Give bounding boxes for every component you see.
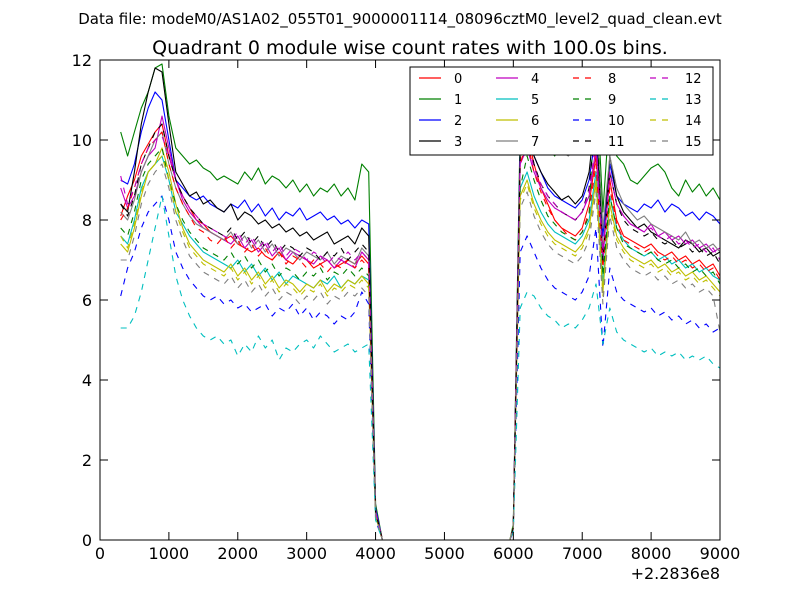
legend-label-2: 2 (454, 114, 462, 129)
series-line-10 (120, 195, 720, 540)
x-tick-label: 3000 (286, 544, 327, 563)
x-tick-label: 2000 (217, 544, 258, 563)
legend-label-12: 12 (685, 72, 702, 87)
series-line-5 (120, 155, 720, 540)
series-line-2 (120, 91, 720, 540)
series-line-12 (120, 135, 720, 540)
series-line-15 (120, 163, 720, 540)
x-tick-label: 4000 (355, 544, 396, 563)
x-offset-label: +2.2836e8 (631, 564, 720, 583)
series-line-11 (120, 115, 720, 540)
y-tick-label: 12 (72, 51, 92, 70)
series-line-14 (120, 155, 720, 540)
series-lines (120, 63, 720, 540)
legend-label-7: 7 (531, 135, 539, 150)
y-tick-label: 10 (72, 131, 92, 150)
y-tick-label: 2 (82, 451, 92, 470)
legend-label-8: 8 (608, 72, 616, 87)
legend-label-0: 0 (454, 72, 462, 87)
legend-label-4: 4 (531, 72, 539, 87)
series-line-0 (120, 123, 720, 540)
legend-label-6: 6 (531, 114, 539, 129)
legend-label-11: 11 (608, 135, 625, 150)
series-line-1 (120, 63, 720, 540)
x-tick-label: 8000 (631, 544, 672, 563)
y-tick-label: 0 (82, 531, 92, 550)
x-tick-label: 5000 (424, 544, 465, 563)
x-tick-label: 6000 (493, 544, 534, 563)
legend-label-15: 15 (685, 135, 702, 150)
x-tick-label: 7000 (562, 544, 603, 563)
x-tick-label: 1000 (149, 544, 190, 563)
legend-label-10: 10 (608, 114, 625, 129)
y-tick-label: 4 (82, 371, 92, 390)
series-line-13 (120, 195, 720, 540)
y-tick-label: 8 (82, 211, 92, 230)
legend-label-9: 9 (608, 93, 616, 108)
x-tick-label: 0 (95, 544, 105, 563)
data-file-label: Data file: modeM0/AS1A02_055T01_90000011… (78, 10, 722, 29)
x-tick-label: 9000 (700, 544, 741, 563)
y-tick-label: 6 (82, 291, 92, 310)
axes: 0 1000 2000 3000 4000 5000 6000 7000 8000 9000 0 2 4… (72, 51, 741, 583)
plot-area (120, 63, 720, 540)
chart-title: Quadrant 0 module wise count rates with … (152, 37, 668, 59)
legend-frame (409, 66, 714, 156)
legend-label-13: 13 (685, 93, 702, 108)
series-line-8 (120, 131, 720, 540)
legend-label-14: 14 (685, 114, 702, 129)
legend-label-3: 3 (454, 135, 462, 150)
legend-label-1: 1 (454, 93, 462, 108)
legend-label-5: 5 (531, 93, 539, 108)
series-line-6 (120, 147, 720, 540)
